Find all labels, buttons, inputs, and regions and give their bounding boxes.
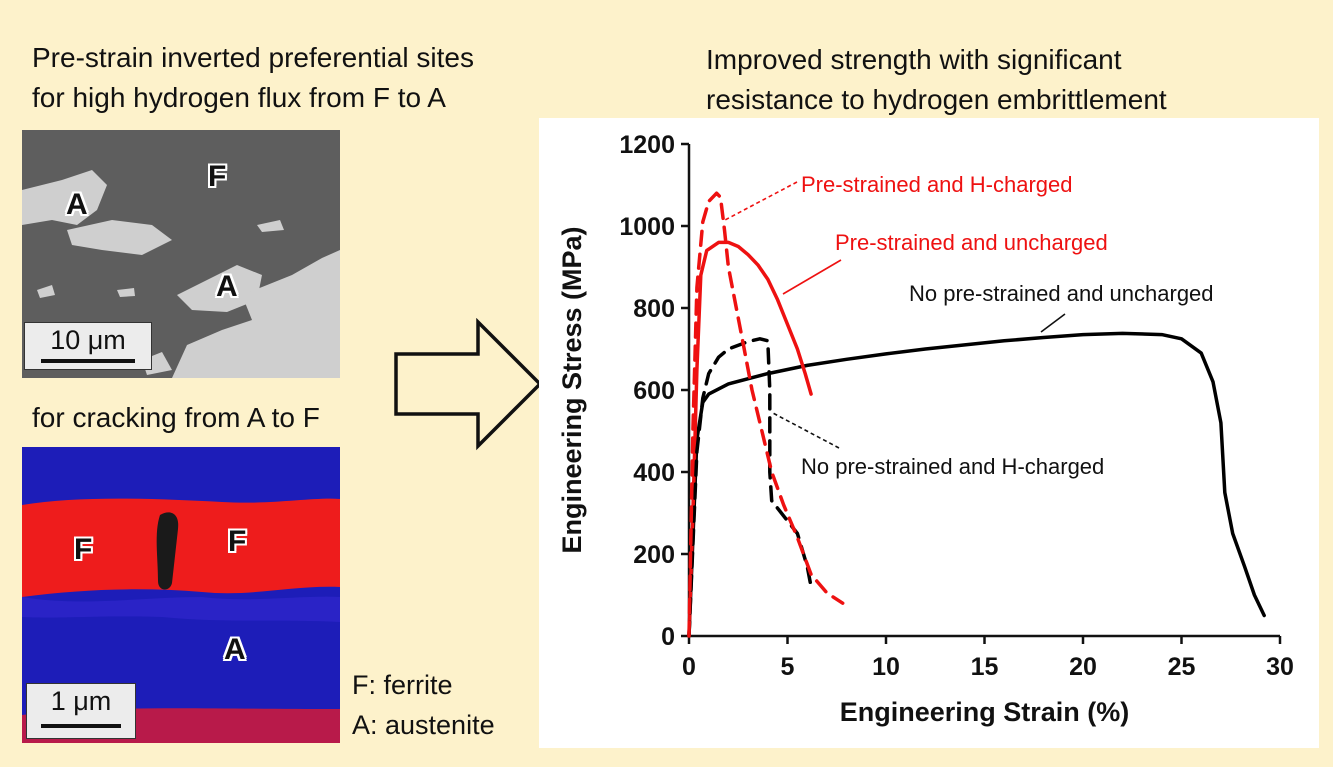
x-tick-label: 30 (1266, 653, 1294, 681)
x-tick-label: 10 (872, 653, 900, 681)
series-line-3 (687, 337, 813, 638)
ebsd-scale-bar: 1 μm (26, 683, 136, 739)
y-tick-label: 1000 (619, 213, 675, 241)
x-tick-label: 25 (1168, 653, 1196, 681)
sem-micrograph: F A A 10 μm (22, 130, 340, 378)
right-caption-line1: Improved strength with significant (706, 44, 1122, 75)
y-tick-label: 200 (633, 541, 675, 569)
sem-scale-line (41, 359, 135, 363)
annotation-label-3: No pre-strained and uncharged (909, 281, 1214, 306)
sem-label-ferrite: F (208, 160, 227, 193)
y-tick-label: 600 (633, 377, 675, 405)
sem-label-austenite-1: A (66, 188, 88, 221)
hollow-right-arrow-icon (394, 318, 543, 451)
x-tick-label: 5 (781, 653, 795, 681)
annotation-label-2: Pre-strained and uncharged (835, 230, 1108, 255)
ebsd-label-austenite: A (224, 633, 246, 666)
annotation-leader-1 (724, 181, 798, 221)
annotation-label-4: No pre-strained and H-charged (801, 454, 1104, 479)
ebsd-label-ferrite-2: F (228, 525, 247, 558)
y-axis-title: Engineering Stress (MPa) (557, 226, 587, 553)
series-line-1 (687, 331, 1266, 638)
left-caption-cracking: for cracking from A to F (32, 402, 320, 433)
left-caption-line2: for high hydrogen flux from F to A (32, 82, 446, 113)
ebsd-phase-map: F F A 1 μm (22, 447, 340, 743)
y-tick-label: 400 (633, 459, 675, 487)
annotation-leader-3 (1040, 313, 1066, 333)
x-tick-label: 20 (1069, 653, 1097, 681)
ebsd-label-ferrite-1: F (74, 533, 93, 566)
x-tick-label: 15 (971, 653, 999, 681)
ebsd-scale-label: 1 μm (50, 686, 112, 716)
y-tick-label: 800 (633, 295, 675, 323)
annotation-leader-2 (782, 259, 842, 295)
y-tick-label: 1200 (619, 131, 675, 159)
annotation-leader-4 (770, 411, 840, 449)
sem-label-austenite-2: A (216, 270, 238, 303)
x-axis-title: Engineering Strain (%) (840, 697, 1130, 727)
stress-strain-chart: 0 5 10 15 20 25 30 0 200 400 600 800 1000 1200 Enginee… (539, 118, 1319, 748)
x-tick-label: 0 (682, 653, 696, 681)
legend-ferrite: F: ferrite (352, 670, 453, 700)
series-line-4 (687, 191, 845, 638)
ebsd-scale-line (41, 724, 121, 728)
y-tick-label: 0 (661, 623, 675, 651)
right-caption-line2: resistance to hydrogen embrittlement (706, 84, 1167, 115)
sem-scale-bar: 10 μm (24, 322, 152, 370)
sem-scale-label: 10 μm (50, 325, 126, 355)
chart-svg: 0 5 10 15 20 25 30 0 200 400 600 800 1000 1200 Enginee… (557, 131, 1294, 727)
left-caption-line1: Pre-strain inverted preferential sites (32, 42, 474, 73)
legend-austenite: A: austenite (352, 710, 495, 740)
series-line-2 (687, 240, 813, 638)
annotation-label-1: Pre-strained and H-charged (801, 172, 1072, 197)
